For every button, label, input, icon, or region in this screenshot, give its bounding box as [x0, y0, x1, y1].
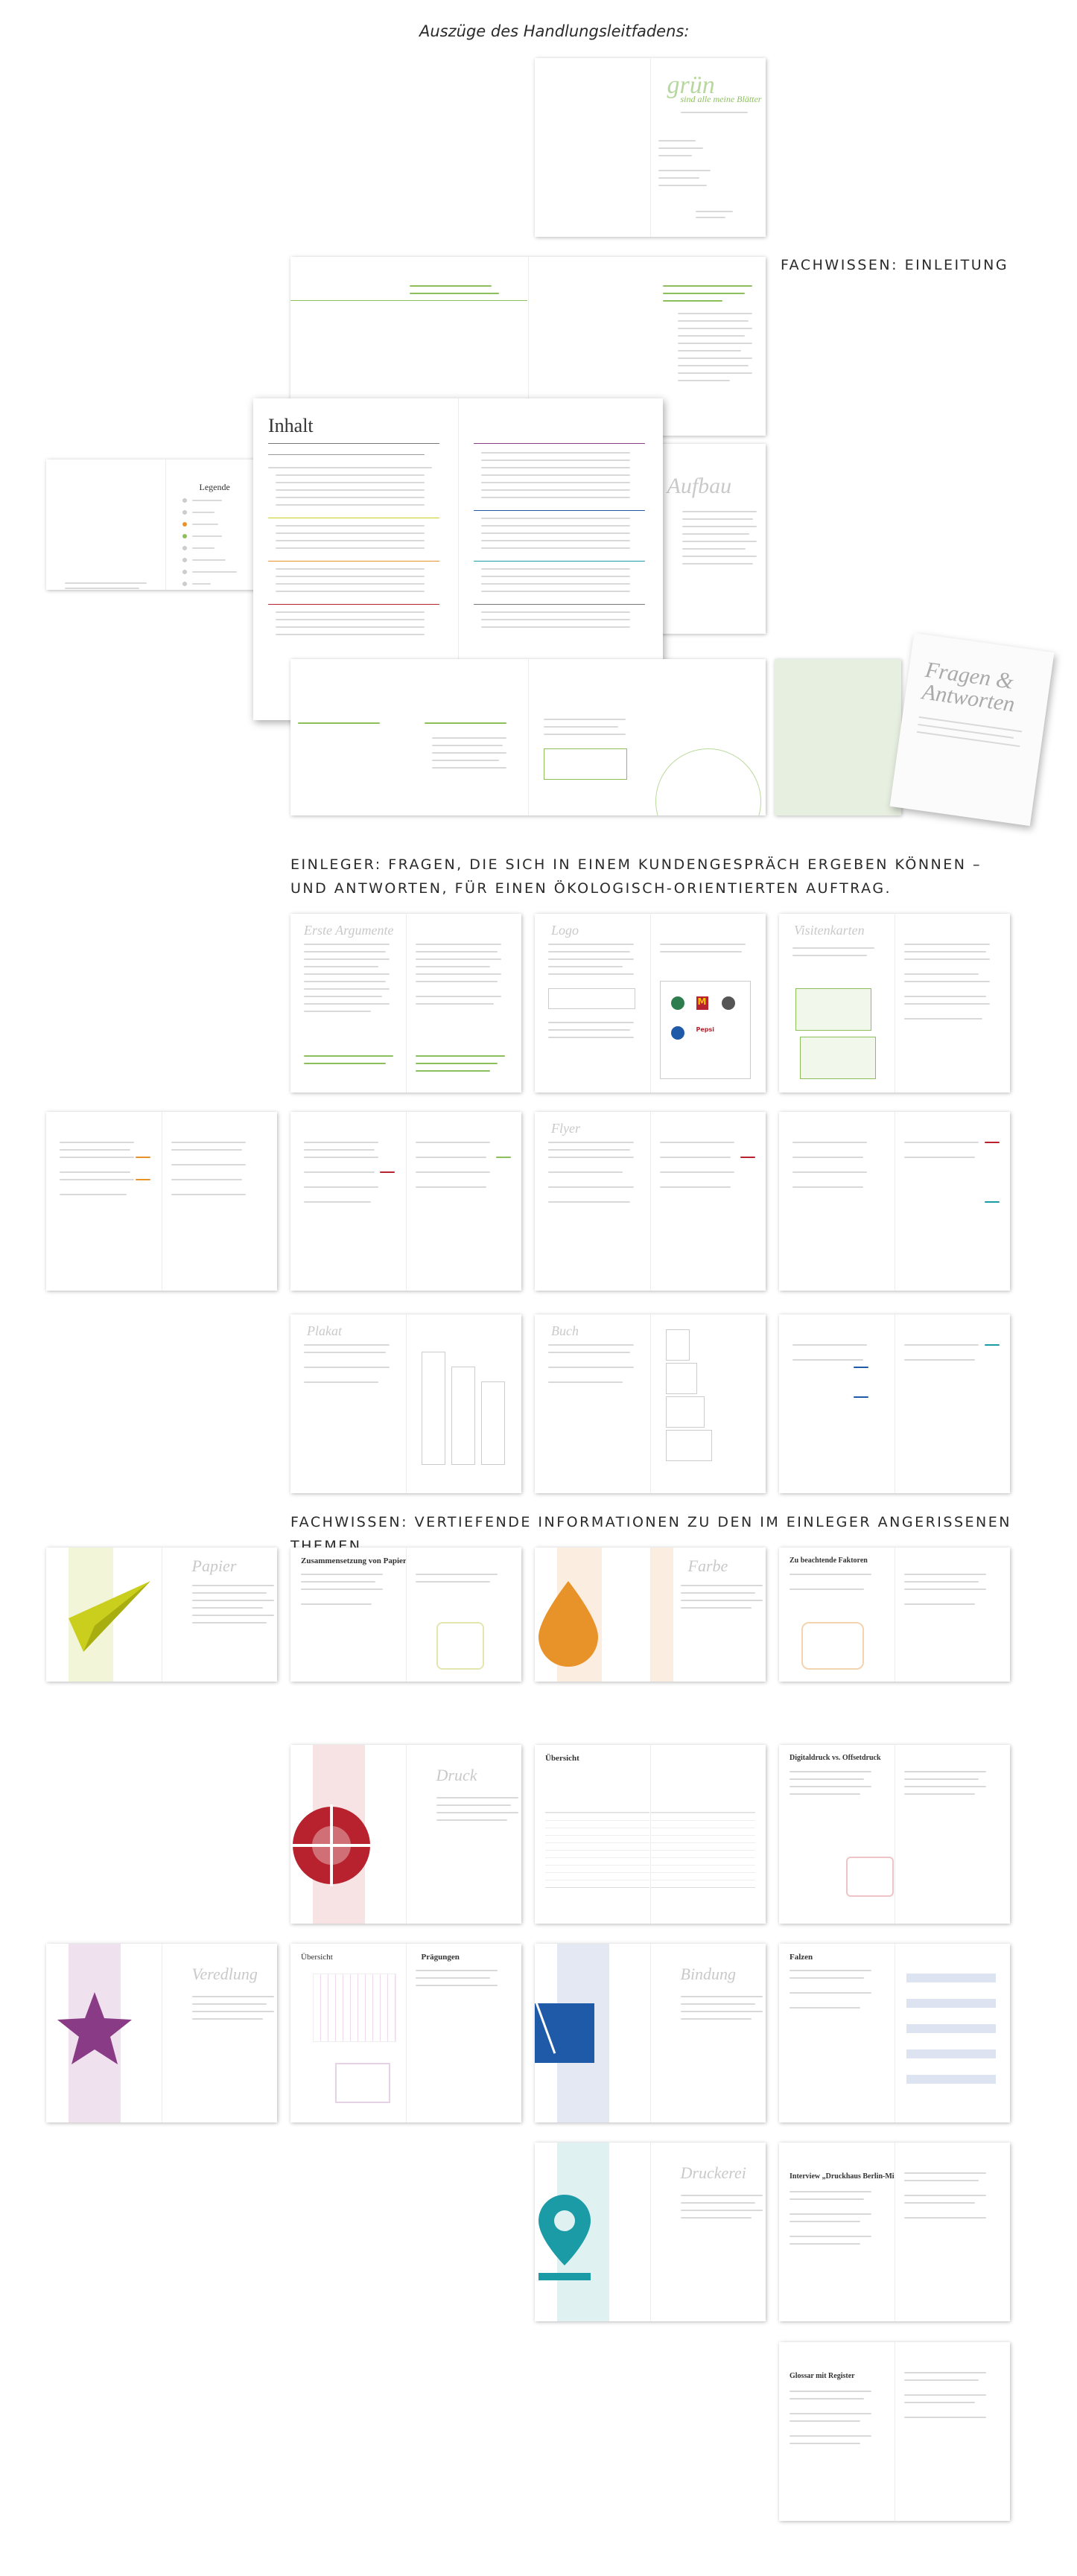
spread-insert-6	[779, 1112, 1010, 1291]
spread-papier: Papier	[46, 1548, 277, 1682]
deep-heading-interview: Interview „Druckhaus Berlin-Mitte“	[790, 2172, 895, 2181]
spread-uebersicht: Übersicht	[535, 1745, 766, 1924]
color-drop-icon	[538, 1581, 598, 1667]
logo-brand-label: Pepsi	[696, 1026, 715, 1033]
deep-heading-uebersicht: Übersicht	[545, 1754, 579, 1763]
spread-glossar: Glossar mit Register	[779, 2342, 1010, 2521]
page-title: Auszüge des Handlungsleitfadens:	[419, 22, 690, 40]
spread-druckerei: Druckerei	[535, 2143, 766, 2321]
spread-falzen: Falzen	[779, 1944, 1010, 2122]
legend-title: Legende	[199, 482, 230, 492]
cover-subtitle: sind alle meine Blätter	[680, 94, 762, 104]
spread-buch: Buch	[535, 1314, 766, 1493]
spread-insert-4	[46, 1112, 277, 1291]
section-intro: FACHWISSEN: EINLEITUNG	[781, 257, 1009, 273]
star-icon	[57, 1992, 132, 2064]
deep-heading-veredlung: Veredlung	[191, 1965, 258, 1983]
deep-heading-papier: Papier	[191, 1556, 237, 1575]
spread-legende: Legende	[46, 459, 285, 590]
section-insert-2: UND ANTWORTEN, FÜR EINEN ÖKOLOGISCH-ORIE…	[290, 880, 892, 897]
deep-heading-falzen: Falzen	[790, 1953, 813, 1962]
spread-intro-3	[775, 659, 901, 815]
spread-intro-2	[290, 659, 766, 815]
spread-einleitung	[290, 257, 766, 436]
deep-heading-praegungen: Prägungen	[421, 1953, 460, 1962]
insert-heading-4: Flyer	[551, 1121, 580, 1136]
spread-visitenkarten: Visitenkarten	[779, 914, 1010, 1093]
deep-heading-digitaldruck: Digitaldruck vs. Offsetdruck	[790, 1754, 881, 1762]
deep-heading-druck: Druck	[436, 1766, 477, 1784]
target-icon	[290, 1804, 372, 1886]
deep-heading-druckerei: Druckerei	[680, 2163, 746, 2182]
section-insert-1: EINLEGER: FRAGEN, DIE SICH IN EINEM KUND…	[290, 856, 982, 873]
deep-heading-uebersicht-2: Übersicht	[301, 1953, 333, 1962]
spread-farbe: Farbe	[535, 1548, 766, 1682]
insert-heading-1: Erste Argumente	[304, 923, 394, 938]
insert-heading-3: Visitenkarten	[794, 923, 865, 938]
paper-plane-icon	[69, 1581, 150, 1652]
spread-erste-argumente: Erste Argumente	[290, 914, 521, 1093]
deep-heading-faktoren: Zu beachtende Faktoren	[790, 1556, 868, 1565]
spread-insert-5	[290, 1112, 521, 1291]
aufbau-heading: Aufbau	[667, 474, 732, 498]
deep-heading-glossar: Glossar mit Register	[790, 2372, 855, 2380]
insert-heading-2: Logo	[551, 923, 579, 938]
deep-heading-zusammensetzung: Zusammensetzung von Papier	[301, 1556, 406, 1565]
spread-faktoren: Zu beachtende Faktoren	[779, 1548, 1010, 1682]
spread-veredlung: Veredlung	[46, 1944, 277, 2122]
spread-cover: grün sind alle meine Blätter	[535, 58, 766, 237]
book-title: Fragen & Antworten	[921, 657, 1017, 717]
deep-heading-farbe: Farbe	[687, 1556, 728, 1575]
book-cover: Fragen & Antworten	[889, 632, 1055, 827]
location-pin-icon	[538, 2195, 591, 2280]
spread-interview: Interview „Druckhaus Berlin-Mitte“	[779, 2143, 1010, 2321]
spread-praegungen: Übersicht Prägungen	[290, 1944, 521, 2122]
spread-zusammensetzung: Zusammensetzung von Papier	[290, 1548, 521, 1682]
spread-flyer: Flyer	[535, 1112, 766, 1291]
spread-insert-7	[779, 1314, 1010, 1493]
spread-druck: Druck	[290, 1745, 521, 1924]
spread-plakat: Plakat	[290, 1314, 521, 1493]
cover-title: grün	[667, 71, 715, 99]
spread-logo: Logo M Pepsi	[535, 914, 766, 1093]
needle-icon	[535, 1990, 594, 2063]
insert-heading-6: Buch	[551, 1323, 579, 1338]
toc-title: Inhalt	[268, 415, 314, 436]
insert-heading-5: Plakat	[307, 1323, 342, 1338]
deep-heading-bindung: Bindung	[680, 1965, 737, 1983]
spread-bindung: Bindung	[535, 1944, 766, 2122]
spread-digitaldruck: Digitaldruck vs. Offsetdruck	[779, 1745, 1010, 1924]
